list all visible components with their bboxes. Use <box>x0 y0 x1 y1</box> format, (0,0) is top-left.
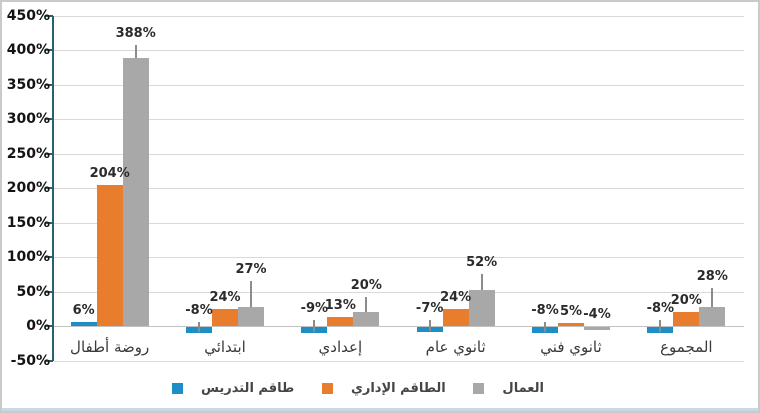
value-label: -8% <box>531 302 559 318</box>
y-axis-label: 200% <box>6 180 50 196</box>
value-label: 6% <box>72 302 95 318</box>
error-bar <box>198 321 200 332</box>
bar-1-2 <box>327 317 354 326</box>
bar-1-1 <box>212 309 238 326</box>
value-label: 52% <box>466 255 498 271</box>
value-label: -8% <box>185 302 213 318</box>
gridline <box>54 119 744 120</box>
value-label: 24% <box>209 290 241 306</box>
gridline <box>54 360 744 362</box>
y-axis-label: 350% <box>6 76 50 93</box>
error-bar <box>313 320 316 333</box>
legend-item-admin-staff: الطاقم الإداري <box>321 381 446 396</box>
error-bar <box>134 45 137 59</box>
y-axis-label: 50% <box>16 283 50 300</box>
value-label: 388% <box>115 26 156 42</box>
x-axis-label: روضة أطفال <box>70 338 150 356</box>
x-axis-label: إعدادي <box>318 338 363 356</box>
error-bar <box>544 321 546 332</box>
gridline <box>54 326 744 327</box>
legend-label-admin-staff: الطاقم الإداري <box>350 381 446 396</box>
y-axis-label: 250% <box>6 145 50 162</box>
bar-2-3 <box>468 290 495 326</box>
y-axis-tick <box>45 152 53 155</box>
y-axis-tick <box>45 14 53 17</box>
value-label: -4% <box>583 307 611 322</box>
legend-swatch-teaching-staff <box>172 383 183 394</box>
legend-item-workers: العمال <box>473 381 544 396</box>
y-axis-label: 450% <box>6 7 50 24</box>
bar-0-0 <box>70 321 97 326</box>
y-axis-label: 0% <box>26 318 50 334</box>
error-bar <box>428 320 431 331</box>
value-label: 27% <box>235 262 267 278</box>
value-label: 20% <box>670 293 702 309</box>
y-axis-tick <box>45 256 53 258</box>
y-axis-label: -50% <box>10 352 50 369</box>
bar-1-0 <box>96 185 123 326</box>
y-axis-label: 300% <box>6 111 50 127</box>
bar-2-4 <box>584 327 610 330</box>
value-label: 5% <box>559 303 583 319</box>
legend-item-teaching-staff: طاقم التدريس <box>172 381 294 396</box>
bottom-strip <box>2 408 758 411</box>
value-label: -9% <box>300 301 329 317</box>
legend: طاقم التدريس الطاقم الإداري العمال <box>172 381 544 396</box>
y-axis-tick <box>45 325 53 327</box>
error-bar <box>659 320 662 332</box>
y-axis-label: 100% <box>6 249 50 265</box>
y-axis-tick <box>45 118 53 120</box>
gridline <box>54 15 744 17</box>
gridline <box>54 50 744 51</box>
gridline <box>54 222 744 224</box>
bar-2-0 <box>122 58 149 326</box>
bar-1-5 <box>673 312 700 326</box>
gridline <box>54 257 744 258</box>
value-label: 13% <box>324 298 356 314</box>
error-bar <box>250 281 252 308</box>
legend-label-teaching-staff: طاقم التدريس <box>201 381 295 396</box>
value-label: 204% <box>89 166 130 182</box>
error-bar <box>480 274 483 291</box>
gridline <box>54 188 744 189</box>
gridline <box>54 291 744 293</box>
gridline <box>54 153 744 155</box>
x-axis-label: ثانوي عام <box>425 338 486 356</box>
y-axis-tick <box>45 359 53 362</box>
y-axis-line <box>52 15 54 361</box>
legend-label-workers: العمال <box>502 381 544 396</box>
value-label: -7% <box>415 301 444 317</box>
x-axis-label: ثانوي فني <box>540 338 602 356</box>
y-axis-tick <box>45 290 53 293</box>
legend-swatch-admin-staff <box>321 383 333 394</box>
y-axis-label: 400% <box>6 42 50 58</box>
value-label: 20% <box>350 278 382 294</box>
value-label: 28% <box>696 269 728 285</box>
gridline <box>54 84 744 86</box>
x-axis-label: المجموع <box>660 338 713 356</box>
value-label: -8% <box>646 301 675 317</box>
y-axis-tick <box>45 49 53 51</box>
x-axis-label: ابتدائي <box>204 338 246 356</box>
error-bar <box>711 288 714 307</box>
bar-1-4 <box>558 322 584 326</box>
bar-2-2 <box>353 312 380 326</box>
legend-swatch-workers <box>473 383 485 394</box>
bar-1-3 <box>442 309 469 326</box>
value-label: 24% <box>440 290 472 306</box>
bar-2-1 <box>238 307 264 326</box>
y-axis-label: 150% <box>6 214 50 231</box>
error-bar <box>365 297 368 313</box>
y-axis-tick <box>45 221 53 224</box>
bar-2-5 <box>699 306 726 326</box>
y-axis-tick <box>45 83 53 86</box>
y-axis-tick <box>45 187 53 189</box>
